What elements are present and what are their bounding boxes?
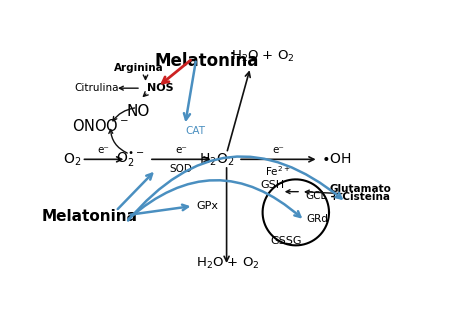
Text: + Cisteína: + Cisteína	[331, 192, 391, 202]
Text: Glutamato: Glutamato	[330, 184, 391, 194]
Text: GSSG: GSSG	[271, 236, 302, 246]
Text: SOD: SOD	[170, 164, 193, 174]
Text: Fe$^{2+}$: Fe$^{2+}$	[265, 164, 291, 178]
Text: Arginina: Arginina	[114, 62, 163, 73]
Text: ONOO$^-$: ONOO$^-$	[72, 118, 129, 134]
Text: CAT: CAT	[186, 126, 206, 136]
Text: GPx: GPx	[196, 201, 218, 211]
Text: GSH: GSH	[260, 180, 285, 191]
Text: Melatonina: Melatonina	[155, 52, 259, 70]
Text: NO: NO	[127, 104, 150, 119]
Text: Citrulina: Citrulina	[74, 83, 119, 93]
Text: O$_2^{\bullet-}$: O$_2^{\bullet-}$	[116, 150, 144, 169]
Text: GCL: GCL	[305, 191, 327, 201]
Text: e⁻: e⁻	[97, 145, 110, 155]
Text: NOS: NOS	[147, 83, 173, 93]
Text: O$_2$: O$_2$	[63, 151, 81, 168]
Text: H$_2$O + O$_2$: H$_2$O + O$_2$	[196, 255, 259, 270]
Text: H$_2$O$_2$: H$_2$O$_2$	[199, 151, 235, 168]
Text: $\bullet$OH: $\bullet$OH	[321, 152, 352, 166]
Text: e⁻: e⁻	[272, 145, 284, 155]
Text: e⁻: e⁻	[175, 145, 187, 155]
Text: H$_2$O + O$_2$: H$_2$O + O$_2$	[231, 48, 295, 64]
Text: Melatonina: Melatonina	[41, 209, 138, 224]
Text: GRd: GRd	[306, 214, 328, 224]
